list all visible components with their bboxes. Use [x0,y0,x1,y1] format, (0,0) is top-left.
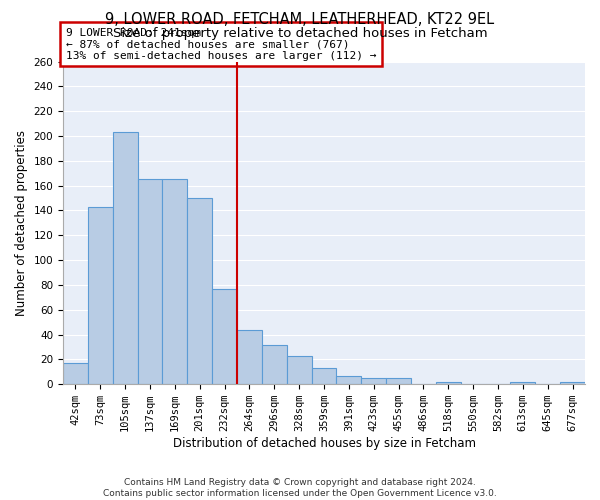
Bar [63,363,88,384]
Bar [386,378,411,384]
Bar [163,180,187,384]
Bar [187,198,212,384]
Bar [511,382,535,384]
X-axis label: Distribution of detached houses by size in Fetcham: Distribution of detached houses by size … [173,437,476,450]
Text: 9 LOWER ROAD: 241sqm
← 87% of detached houses are smaller (767)
13% of semi-deta: 9 LOWER ROAD: 241sqm ← 87% of detached h… [65,28,376,61]
Text: Size of property relative to detached houses in Fetcham: Size of property relative to detached ho… [113,28,487,40]
Bar [212,288,237,384]
Bar [88,206,113,384]
Bar [237,330,262,384]
Bar [311,368,337,384]
Bar [113,132,137,384]
Bar [262,344,287,384]
Bar [361,378,386,384]
Y-axis label: Number of detached properties: Number of detached properties [15,130,28,316]
Bar [137,180,163,384]
Bar [287,356,311,384]
Bar [560,382,585,384]
Bar [436,382,461,384]
Text: Contains HM Land Registry data © Crown copyright and database right 2024.
Contai: Contains HM Land Registry data © Crown c… [103,478,497,498]
Text: 9, LOWER ROAD, FETCHAM, LEATHERHEAD, KT22 9EL: 9, LOWER ROAD, FETCHAM, LEATHERHEAD, KT2… [106,12,494,28]
Bar [337,376,361,384]
